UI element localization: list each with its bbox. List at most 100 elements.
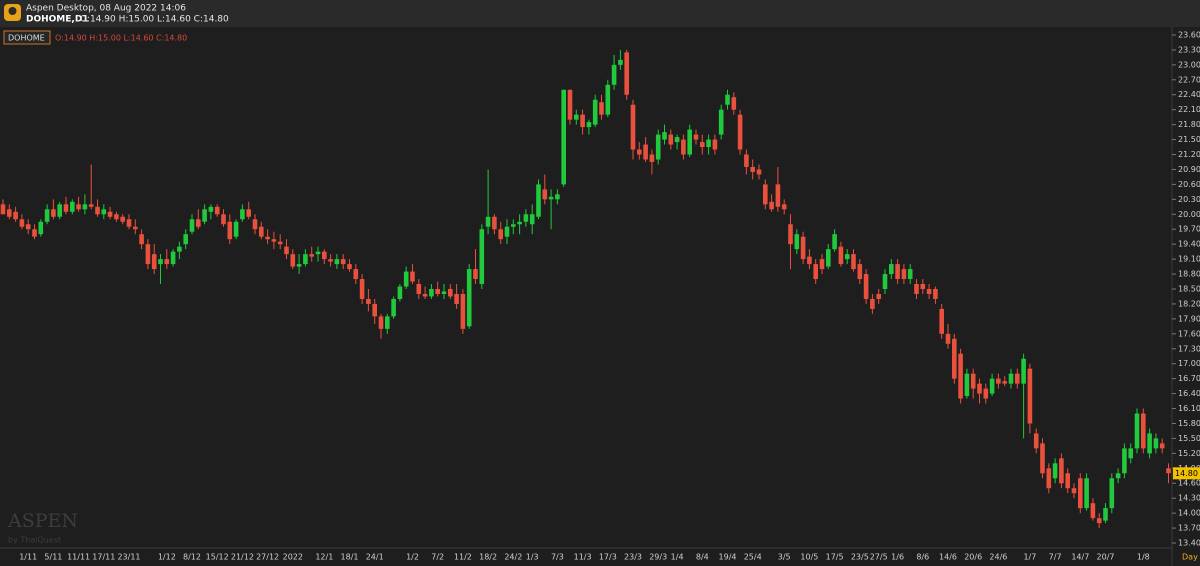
period-label: Day <box>1182 553 1198 562</box>
candle-body <box>737 114 743 150</box>
candle-body <box>674 137 680 143</box>
candle-body <box>901 269 907 280</box>
candle-body <box>441 291 447 294</box>
x-tick-label: 1/3 <box>526 553 539 562</box>
x-tick-label: 14/6 <box>939 553 957 562</box>
candle-body <box>492 216 497 230</box>
y-tick-label: 14.00 <box>1178 509 1200 518</box>
candle-body <box>611 64 617 85</box>
candle-body <box>567 89 573 120</box>
candle-body <box>57 204 62 217</box>
y-tick-label: 17.00 <box>1178 359 1200 368</box>
candle-body <box>964 373 970 397</box>
candle-body <box>1002 381 1007 384</box>
candle-body <box>126 219 132 227</box>
legend-symbol: DOHOME <box>8 34 45 43</box>
x-tick-label: 20/6 <box>964 553 982 562</box>
candle-body <box>662 132 667 140</box>
header-bar <box>0 0 1200 27</box>
candle-body <box>485 216 491 227</box>
candle-body <box>1103 508 1108 521</box>
candle-body <box>989 378 995 394</box>
candle-body <box>1065 473 1070 489</box>
candle-body <box>353 269 359 280</box>
candle-body <box>970 373 976 389</box>
candle-body <box>107 211 113 217</box>
candle-body <box>996 378 1001 384</box>
candle-body <box>227 221 233 240</box>
y-tick-label: 18.50 <box>1178 284 1200 293</box>
candle-body <box>240 209 245 220</box>
y-tick-label: 16.40 <box>1178 389 1200 398</box>
candle-body <box>813 264 818 280</box>
candle-body <box>221 214 226 225</box>
candle-body <box>403 271 409 287</box>
y-tick-label: 18.20 <box>1178 299 1200 308</box>
x-tick-label: 1/2 <box>406 553 419 562</box>
y-tick-label: 20.60 <box>1178 180 1200 189</box>
candle-body <box>347 264 352 270</box>
candle-body <box>271 239 277 242</box>
candle-body <box>649 154 655 162</box>
candle-body <box>1015 373 1020 384</box>
candle-body <box>1084 478 1089 509</box>
candle-body <box>328 259 333 262</box>
x-tick-label: 1/7 <box>1023 553 1036 562</box>
x-tick-label: 1/4 <box>671 553 684 562</box>
candle-body <box>643 144 648 160</box>
x-tick-label: 7/2 <box>431 553 444 562</box>
x-tick-label: 20/7 <box>1097 553 1115 562</box>
x-tick-label: 25/4 <box>744 553 762 562</box>
candle-body <box>460 293 466 329</box>
candle-body <box>1052 463 1058 479</box>
candle-body <box>479 229 485 285</box>
x-tick-label: 21/12 <box>231 553 254 562</box>
app-icon-mark <box>8 7 17 15</box>
candle-body <box>718 109 724 135</box>
candle-body <box>781 204 787 210</box>
candle-body <box>51 209 56 217</box>
candle-body <box>637 149 642 155</box>
candle-body <box>895 264 900 280</box>
candle-body <box>511 224 516 227</box>
x-tick-label: 27/12 <box>256 553 279 562</box>
candle-body <box>744 154 749 167</box>
candle-body <box>731 97 737 110</box>
candle-body <box>920 284 926 289</box>
candle-body <box>977 383 982 394</box>
candle-body <box>1147 433 1152 454</box>
x-tick-label: 5/11 <box>44 553 62 562</box>
candle-body <box>170 251 176 265</box>
candle-body <box>529 214 535 225</box>
candle-body <box>983 388 989 399</box>
candle-body <box>397 286 403 299</box>
candle-body <box>851 254 856 270</box>
candle-body <box>775 184 781 207</box>
y-tick-label: 20.00 <box>1178 210 1200 219</box>
candle-body <box>504 226 510 237</box>
y-tick-label: 15.80 <box>1178 419 1200 428</box>
legend-box <box>3 30 51 45</box>
candle-body <box>422 293 428 297</box>
x-tick-label: 3/5 <box>778 553 791 562</box>
candle-body <box>1021 358 1026 384</box>
candle-body <box>139 234 144 245</box>
candle-body <box>542 189 548 200</box>
x-tick-label: 7/7 <box>1049 553 1062 562</box>
y-tick-label: 13.70 <box>1178 524 1200 533</box>
candle-body <box>1109 478 1115 509</box>
x-tick-label: 17/3 <box>599 553 617 562</box>
candle-body <box>687 129 692 155</box>
candle-body <box>605 84 611 115</box>
candle-body <box>807 256 812 265</box>
candle-body <box>756 169 762 175</box>
y-tick-label: 15.50 <box>1178 434 1200 443</box>
candle-body <box>655 134 661 160</box>
current-price-box <box>1173 467 1200 480</box>
candle-body <box>1096 518 1102 524</box>
candle-body <box>340 259 346 265</box>
candle-body <box>750 166 755 172</box>
candle-body <box>926 288 932 294</box>
